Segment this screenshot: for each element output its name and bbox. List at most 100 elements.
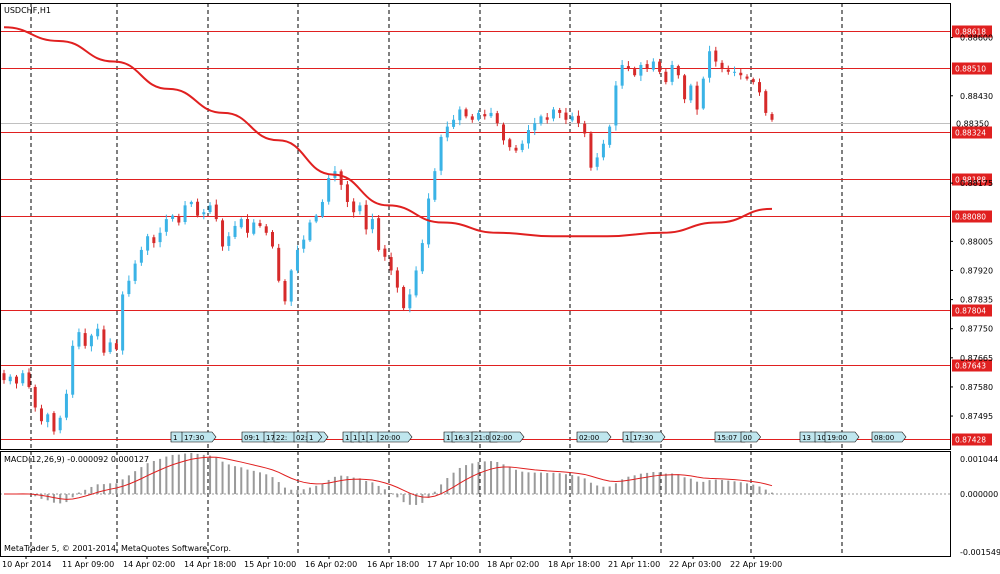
candle-body [139,249,143,263]
candle-body [483,114,487,117]
candle-body [658,61,662,72]
price-tick-label: 0.87580 [960,383,993,392]
event-marker: 02:00 [576,431,612,443]
candle-body [708,51,712,78]
candle-body [551,109,555,119]
candle-body [202,212,206,215]
candle-body [183,205,187,223]
candle-body [533,123,537,131]
vertical-gridlines [30,3,843,556]
event-marker-box [630,431,666,443]
event-marker-label: 1 [361,434,365,442]
event-marker: 17:30 [630,431,666,443]
event-marker-label: 10 [817,434,826,442]
candle-body [595,157,599,167]
level-label-box [952,25,992,38]
candle-body [645,64,649,69]
candle-body [414,270,418,296]
event-marker: 02:00 [489,431,525,443]
level-label-box [952,304,992,317]
time-tick-label: 18 Apr 02:00 [487,560,539,569]
level-label: 0.88510 [955,65,986,74]
candle-body [233,225,237,237]
candle-body [701,78,705,109]
candle-body [570,116,574,121]
candle-body [289,270,293,302]
time-tick-label: 14 Apr 18:00 [184,560,236,569]
event-marker-label: 02:00 [579,434,599,442]
event-marker-box [740,431,761,443]
event-marker-label: 1 [345,434,349,442]
candle-body [164,219,168,232]
candle-body [614,85,618,126]
event-marker: 19:00 [824,431,860,443]
candle-body [39,408,43,422]
candle-body [345,184,349,202]
candle-body [283,281,287,302]
macd-tick-label: 0.001044 [960,455,998,464]
candle-body [733,71,737,73]
candle-body [208,205,212,213]
candle-body [670,64,674,82]
candle-body [633,69,637,76]
candle-body [2,373,6,381]
moving-average-line [3,26,773,238]
event-marker-label: 1 [353,434,357,442]
price-tick-label: 0.87665 [960,354,993,363]
event-marker-label: 00 [743,434,752,442]
candle-body [52,413,56,432]
main-panel-frame [0,3,951,450]
candle-body [695,85,699,110]
candle-body [96,328,100,337]
candle-body [545,117,549,120]
candle-body [758,82,762,93]
candle-body [408,294,412,309]
candle-body [395,270,399,288]
candle-body [327,177,331,202]
time-tick-label: 17 Apr 10:00 [427,560,479,569]
symbol-title: USDCHF,H1 [4,6,51,15]
candle-body [601,143,605,158]
candle-body [489,112,493,117]
event-marker-box [824,431,860,443]
candle-body [8,376,12,382]
horizontal-levels [0,31,950,440]
event-marker-label: 17:30 [633,434,653,442]
macd-title: MACD(12,26,9) -0.000092 0.000127 [4,455,149,464]
candle-body [214,204,218,220]
candle-body [739,72,743,76]
candle-body [27,372,31,387]
time-tick-label: 15 Apr 10:00 [244,560,296,569]
candle-body [714,50,718,62]
event-marker-label: 16:3 [454,434,470,442]
candle-body [158,232,162,243]
event-marker-box [377,431,413,443]
candle-body [239,219,243,228]
level-label-box [952,126,992,139]
candle-body [14,376,18,384]
candle-body [639,64,643,76]
candle-body [445,126,449,138]
candle-body [171,215,175,219]
panel-frames [0,3,951,557]
candle-body [676,66,680,76]
event-marker-label: 15:07 [717,434,737,442]
event-marker-box [306,431,323,443]
candle-body [458,109,462,121]
candlestick-series [2,45,774,435]
candle-body [508,139,512,148]
candle-body [314,215,318,222]
candle-body [558,109,562,113]
candle-body [127,280,131,295]
candle-body [539,116,543,124]
price-tick-label: 0.87495 [960,412,993,421]
candle-body [689,85,693,101]
candle-body [339,171,343,185]
candle-body [252,222,256,234]
copyright-text: MetaTrader 5, © 2001-2014, MetaQuotes So… [4,544,231,553]
event-marker-box [871,431,907,443]
event-marker-label: 13 [802,434,811,442]
candle-body [464,109,468,117]
time-tick-label: 16 Apr 02:00 [305,560,357,569]
level-label: 0.87643 [955,362,986,371]
